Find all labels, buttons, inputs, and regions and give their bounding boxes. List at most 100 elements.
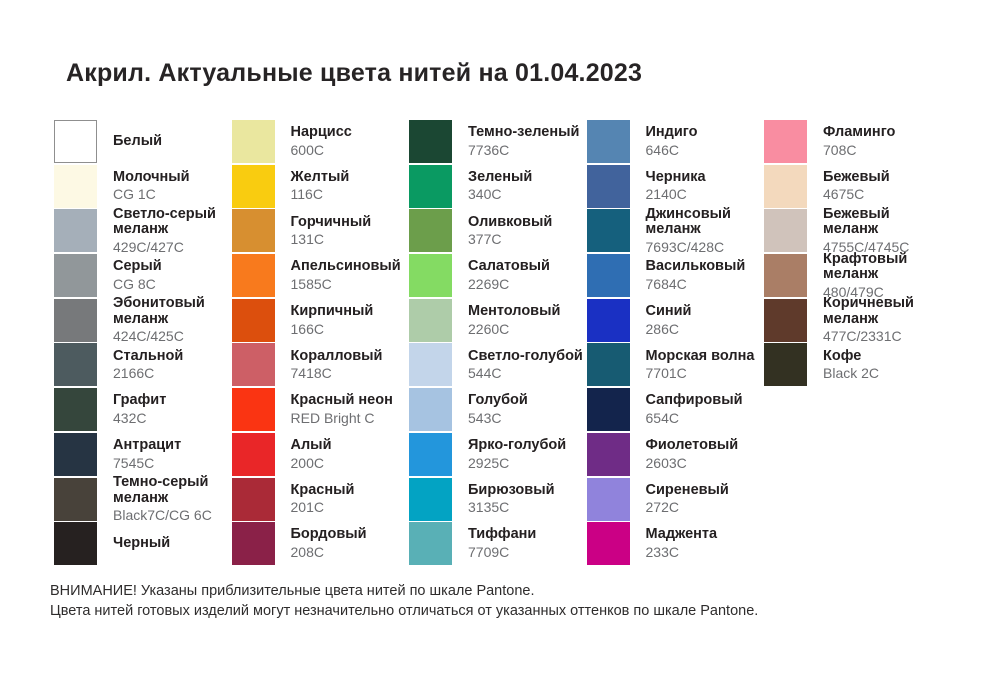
color-swatch (409, 432, 452, 476)
color-name: Сапфировый (645, 392, 743, 409)
color-code: 200C (290, 454, 324, 471)
color-code: Black 2C (823, 365, 880, 382)
color-label: Апельсиновый 1585C (291, 254, 407, 297)
color-code: 2925C (468, 454, 510, 471)
color-swatch (764, 298, 807, 342)
color-name: Алый (290, 437, 332, 454)
color-code: 544C (468, 365, 502, 382)
color-row: Коричневый меланж 477C/2331C (764, 296, 942, 344)
color-name: Фиолетовый (645, 437, 739, 454)
color-code: 233C (645, 543, 679, 560)
color-label: Желтый 116C (291, 165, 407, 208)
color-name: Фламинго (823, 124, 896, 141)
color-row: Молочный CG 1C (54, 164, 232, 208)
color-swatch (764, 120, 807, 163)
color-label: Маджента 233C (646, 522, 762, 565)
color-swatch (409, 298, 452, 342)
color-name: Серый (113, 258, 162, 275)
color-row: Зеленый 340C (409, 164, 587, 208)
color-name: Индиго (645, 124, 698, 141)
color-swatch (231, 432, 275, 476)
color-label: Нарцисс 600C (291, 120, 407, 163)
color-row: Сапфировый 654C (586, 388, 765, 432)
color-swatch (586, 209, 630, 253)
color-name: Красный неон (290, 392, 393, 409)
color-name: Васильковый (645, 258, 746, 275)
color-swatch (231, 522, 275, 566)
color-label: Джинсовый меланж 7693C/428C (646, 206, 762, 255)
color-label: Салатовый 2269C (468, 254, 584, 297)
color-name: Кирпичный (290, 303, 374, 319)
color-code: 131C (290, 231, 324, 248)
color-row: Бордовый 208C (231, 522, 410, 566)
color-row: Бежевый 4675C (764, 164, 942, 208)
color-swatch (409, 388, 452, 432)
color-name: Бежевый (823, 168, 890, 185)
color-name: Бордовый (290, 526, 367, 543)
color-name: Тиффани (468, 526, 537, 543)
color-row: Салатовый 2269C (409, 254, 587, 298)
color-swatch (231, 477, 275, 521)
color-swatch (586, 254, 630, 298)
color-row: Джинсовый меланж 7693C/428C (586, 206, 765, 255)
color-row: Серый CG 8C (54, 254, 232, 298)
swatch-column-3: Темно-зеленый 7736C Зеленый 340C Оливковый 37… (409, 120, 587, 567)
page-title: Акрил. Актуальные цвета нитей на 01.04.2… (66, 59, 643, 87)
color-code: 654C (645, 409, 679, 426)
color-row: Оливковый 377C (409, 209, 587, 253)
color-label: Стальной 2166C (113, 343, 229, 386)
color-name: Кофе (823, 347, 862, 364)
color-swatch (231, 254, 275, 298)
color-swatch (409, 164, 452, 208)
color-label: Молочный CG 1C (113, 165, 229, 208)
color-code: 2260C (468, 320, 510, 337)
color-name: Крафтовый меланж (823, 250, 908, 283)
color-name: Маджента (645, 526, 718, 543)
color-label: Темно-серый меланж Black7C/CG 6C (113, 474, 229, 523)
color-label: Морская волна 7701C (646, 343, 762, 386)
swatch-column-4: Индиго 646C Черника 2140C Джинсовый меланж 76… (586, 120, 765, 567)
color-code: 543C (468, 409, 502, 426)
color-name: Ментоловый (468, 303, 561, 319)
color-code: 1585C (290, 275, 332, 292)
color-label: Белый (113, 120, 229, 163)
color-swatch (764, 164, 807, 208)
color-code: 7709C (468, 543, 510, 560)
color-code: CG 8C (113, 275, 156, 292)
color-code: 166C (290, 320, 324, 337)
color-swatch (54, 254, 97, 298)
color-name: Апельсиновый (290, 258, 401, 275)
swatch-column-1: Белый Молочный CG 1C Светло-серый меланж 429… (54, 120, 232, 567)
color-label: Бежевый меланж 4755C/4745C (823, 206, 942, 255)
color-name: Ярко-голубой (468, 437, 567, 454)
color-name: Красный (290, 481, 355, 498)
color-swatch (409, 477, 452, 521)
color-name: Темно-серый меланж (113, 474, 209, 506)
color-swatch (586, 388, 630, 432)
color-swatch (231, 120, 275, 163)
swatch-grid: Белый Молочный CG 1C Светло-серый меланж 429… (54, 120, 942, 567)
color-row: Антрацит 7545C (54, 432, 232, 476)
color-swatch (586, 120, 630, 163)
color-swatch (764, 343, 807, 387)
color-row: Светло-серый меланж 429C/427C (54, 206, 232, 255)
color-swatch (409, 343, 452, 387)
color-row: Горчичный 131C (231, 209, 410, 253)
color-swatch (764, 209, 807, 253)
color-swatch (586, 298, 630, 342)
color-row: Синий 286C (586, 298, 765, 342)
color-row: Васильковый 7684C (586, 254, 765, 298)
color-name: Зеленый (468, 168, 533, 185)
color-swatch (586, 477, 630, 521)
color-swatch (586, 522, 630, 566)
color-label: Светло-серый меланж 429C/427C (113, 206, 229, 255)
color-row: Индиго 646C (586, 120, 765, 163)
color-code: 3135C (468, 499, 510, 516)
color-name: Нарцисс (290, 124, 352, 141)
color-name: Сиреневый (645, 481, 729, 498)
color-code: 2269C (468, 275, 510, 292)
color-swatch (231, 164, 275, 208)
color-code: 7701C (645, 365, 687, 382)
color-swatch (409, 254, 452, 298)
color-code: 208C (290, 543, 324, 560)
